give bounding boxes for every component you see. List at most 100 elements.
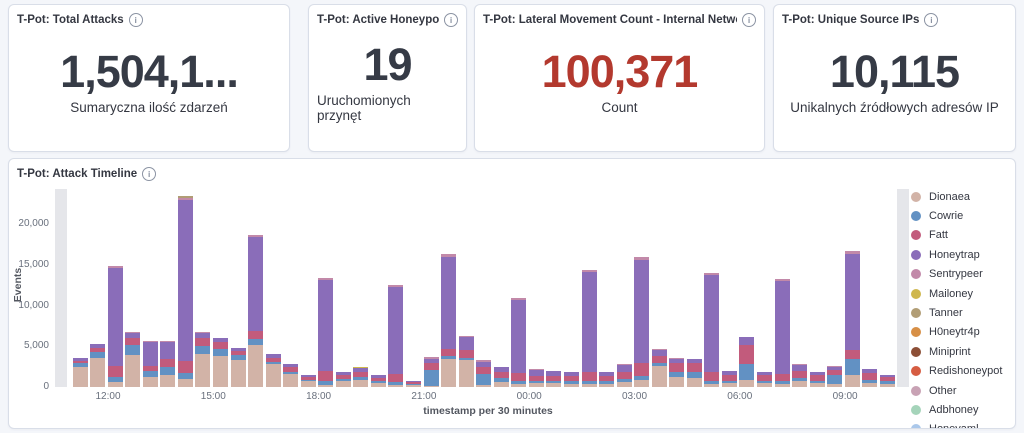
bar-segment [212, 338, 228, 343]
stacked-bar[interactable] [107, 265, 123, 387]
stacked-bar[interactable] [546, 370, 562, 387]
stacked-bar[interactable] [335, 371, 351, 387]
stacked-bar[interactable] [388, 285, 404, 387]
bar-segment [353, 379, 369, 387]
bar-segment [160, 367, 176, 375]
bar-segment [300, 374, 316, 378]
legend-item[interactable]: Other [911, 381, 1015, 400]
x-tick-label: 12:00 [95, 391, 121, 402]
stacked-bar[interactable] [212, 338, 228, 387]
stacked-bar[interactable] [230, 347, 246, 387]
stacked-bar[interactable] [634, 256, 650, 387]
bar-segment [616, 371, 632, 379]
stacked-bar[interactable] [441, 254, 457, 387]
info-icon[interactable] [924, 13, 939, 27]
legend-item[interactable]: Miniprint [911, 342, 1015, 361]
legend-item[interactable]: Redishoneypot [911, 362, 1015, 381]
legend-series-label: Fatt [929, 229, 948, 242]
legend-item[interactable]: Honeytrap [911, 245, 1015, 264]
stacked-bar[interactable] [792, 364, 808, 387]
legend-series-dot [911, 346, 921, 357]
stacked-bar[interactable] [563, 371, 579, 387]
legend-item[interactable]: Adbhoney [911, 400, 1015, 419]
stacked-bar[interactable] [809, 371, 825, 387]
stacked-bar[interactable] [599, 372, 615, 387]
stacked-bar[interactable] [879, 374, 895, 387]
bar-segment [599, 381, 615, 384]
bar-segment [300, 377, 316, 380]
legend-series-label: Tanner [929, 307, 963, 320]
stacked-bar[interactable] [493, 367, 509, 387]
bar-segment [300, 381, 316, 387]
stacked-bar[interactable] [721, 370, 737, 387]
info-icon[interactable] [444, 13, 458, 27]
stacked-bar[interactable] [844, 250, 860, 387]
stacked-bar[interactable] [827, 365, 843, 387]
bar-segment [195, 338, 211, 347]
stacked-bar[interactable] [72, 358, 88, 387]
attack-timeline-panel: T-Pot: Attack Timeline Events 05,00010,0… [8, 158, 1016, 429]
stacked-bar[interactable] [774, 279, 790, 387]
stacked-bar[interactable] [177, 195, 193, 387]
stacked-bar[interactable] [300, 374, 316, 387]
stacked-bar[interactable] [581, 269, 597, 387]
stacked-bar[interactable] [353, 366, 369, 387]
bar-segment [792, 365, 808, 371]
stacked-bar[interactable] [370, 374, 386, 387]
partial-bucket-bar[interactable] [55, 189, 67, 387]
stacked-bar[interactable] [528, 369, 544, 387]
bar-segment [388, 381, 404, 385]
stacked-bar[interactable] [142, 341, 158, 387]
x-tick-label: 00:00 [516, 391, 542, 402]
stacked-bar[interactable] [406, 380, 421, 387]
stacked-bar[interactable] [318, 277, 334, 387]
stacked-bar[interactable] [160, 341, 176, 387]
stacked-bar[interactable] [90, 344, 106, 387]
bar-segment [704, 272, 720, 276]
legend-item[interactable]: Honeyaml [911, 420, 1015, 428]
stacked-bar[interactable] [669, 357, 685, 387]
stacked-bar[interactable] [757, 371, 772, 387]
stacked-bar[interactable] [651, 348, 667, 387]
bar-segment [493, 382, 509, 387]
bar-segment [686, 358, 702, 364]
bar-segment [476, 384, 492, 387]
info-icon[interactable] [142, 167, 157, 181]
partial-bucket-bar[interactable] [897, 189, 910, 387]
bar-segment [370, 380, 386, 383]
stacked-bar[interactable] [739, 336, 755, 387]
stacked-bar[interactable] [283, 364, 299, 387]
bar-segment [827, 383, 843, 387]
legend-item[interactable]: Dionaea [911, 187, 1015, 206]
stacked-bar[interactable] [686, 358, 702, 387]
stacked-bar[interactable] [125, 332, 141, 387]
stacked-bar[interactable] [423, 356, 439, 387]
stacked-bar[interactable] [704, 272, 720, 387]
legend-item[interactable]: Mailoney [911, 284, 1015, 303]
bar-segment [809, 382, 825, 387]
bar-segment [721, 370, 737, 375]
stacked-bar[interactable] [248, 235, 264, 387]
bar-segment [230, 360, 246, 387]
stacked-bar[interactable] [476, 360, 492, 387]
stacked-bar[interactable] [511, 298, 527, 387]
legend-item[interactable]: Sentrypeer [911, 265, 1015, 284]
info-icon[interactable] [742, 13, 756, 27]
stacked-bar[interactable] [862, 369, 878, 387]
y-tick-label: 10,000 [18, 299, 49, 311]
legend-item[interactable]: Cowrie [911, 206, 1015, 225]
stacked-bar[interactable] [458, 335, 474, 387]
legend-item[interactable]: H0neytr4p [911, 323, 1015, 342]
bar-segment [844, 250, 860, 255]
info-icon[interactable] [128, 13, 143, 27]
stacked-bar[interactable] [616, 364, 632, 387]
bar-segment [265, 354, 281, 358]
legend-item[interactable]: Fatt [911, 226, 1015, 245]
stacked-bar[interactable] [195, 332, 211, 387]
metric-card-unique-source-ips: T-Pot: Unique Source IPs 10,115 Unikalny… [773, 4, 1016, 152]
legend-series-label: Mailoney [929, 287, 974, 300]
legend-series-label: Sentrypeer [929, 268, 983, 281]
metric-subtitle: Uruchomionych przynęt [317, 92, 411, 123]
legend-item[interactable]: Tanner [911, 303, 1015, 322]
stacked-bar[interactable] [265, 354, 281, 387]
